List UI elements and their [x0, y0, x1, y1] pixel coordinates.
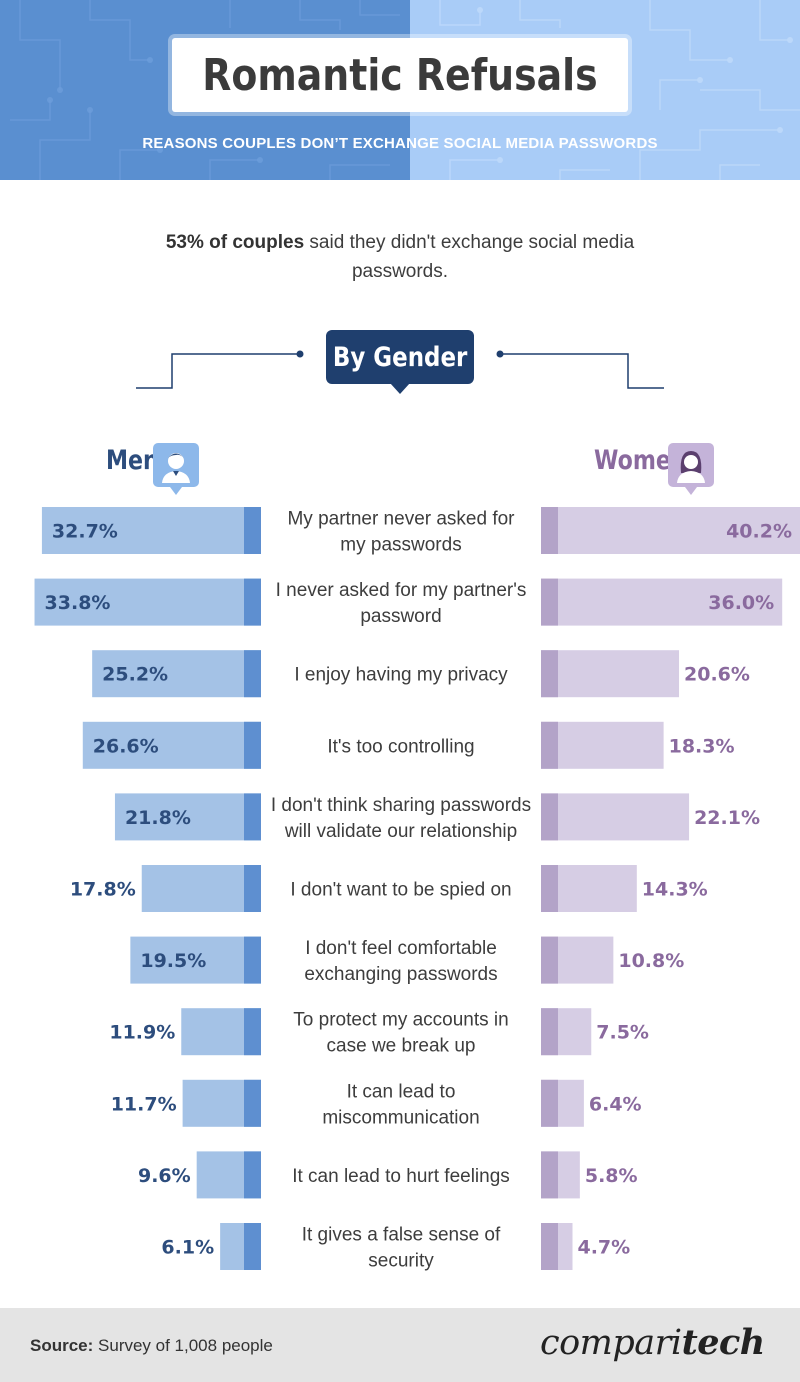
page-subtitle: REASONS COUPLES DON’T EXCHANGE SOCIAL ME… [142, 135, 658, 152]
category-label: I never asked for my partner's [276, 580, 527, 601]
women-bar-edge [541, 865, 558, 912]
men-value-label: 19.5% [140, 950, 206, 972]
women-bar [541, 578, 783, 626]
women-bar-edge [541, 650, 558, 698]
category-label: To protect my accounts in [293, 1010, 508, 1031]
men-value-label: 21.8% [125, 807, 191, 829]
men-bar-edge [244, 1008, 261, 1056]
men-bar-edge [244, 578, 261, 626]
women-value-label: 6.4% [589, 1093, 642, 1115]
section-label: By Gender [332, 341, 468, 373]
men-bar-edge [244, 1151, 261, 1199]
women-bar-edge [541, 1151, 558, 1199]
women-bar-edge [541, 1008, 558, 1056]
men-bar-edge [244, 721, 261, 769]
men-bar-edge [244, 507, 261, 554]
category-label: My partner never asked for [287, 509, 515, 530]
source-note: Source: Survey of 1,008 people [30, 1336, 273, 1356]
category-label: my passwords [340, 535, 461, 556]
brand-logo: comparitech [540, 1322, 765, 1363]
women-value-label: 36.0% [708, 592, 774, 614]
women-value-label: 7.5% [596, 1022, 649, 1044]
women-bar [541, 507, 800, 554]
diverging-bar-chart: 32.7% 40.2% My partner never asked for my p… [34, 507, 800, 1272]
source-label: Source: [30, 1336, 94, 1355]
men-bar-edge [244, 1079, 261, 1127]
women-value-label: 14.3% [642, 879, 708, 901]
women-bar [541, 650, 680, 698]
women-bar-edge [541, 936, 558, 984]
women-bar-edge [541, 1223, 558, 1270]
women-bar-edge [541, 1079, 558, 1127]
category-label: will validate our relationship [284, 821, 517, 842]
footer-bar [0, 1308, 800, 1382]
men-value-label: 9.6% [138, 1165, 191, 1187]
men-bar-edge [244, 865, 261, 912]
category-label: It can lead to [347, 1081, 456, 1102]
women-value-label: 5.8% [585, 1165, 638, 1187]
male-user-icon [153, 443, 199, 495]
intro-highlight: 53% of couples [165, 232, 305, 253]
women-value-label: 18.3% [669, 735, 735, 757]
women-bar-edge [541, 507, 558, 554]
intro-text: said they didn't exchange social media p… [304, 232, 635, 282]
men-bar-edge [244, 1223, 261, 1270]
category-label: I enjoy having my privacy [294, 665, 508, 686]
men-value-label: 32.7% [52, 521, 118, 543]
men-value-label: 11.7% [111, 1093, 177, 1115]
page-title: Romantic Refusals [202, 49, 598, 101]
women-bar-edge [541, 721, 558, 769]
connector-lines [136, 350, 664, 389]
category-label: It's too controlling [327, 736, 474, 757]
legend-men: Men [106, 445, 159, 476]
men-bar [92, 650, 261, 698]
circuit-pattern [10, 0, 800, 180]
category-label: miscommunication [322, 1107, 479, 1128]
women-value-label: 20.6% [684, 664, 750, 686]
category-label: case we break up [327, 1036, 476, 1057]
section-badge: By Gender [326, 330, 474, 394]
men-bar [114, 793, 261, 841]
men-value-label: 6.1% [161, 1237, 214, 1259]
women-value-label: 10.8% [618, 950, 684, 972]
men-value-label: 25.2% [102, 664, 168, 686]
men-value-label: 17.8% [70, 879, 136, 901]
women-bar [541, 793, 690, 841]
intro-statement: 53% of couples said they didn't exchange… [150, 228, 650, 286]
men-bar [82, 721, 261, 769]
category-label: It gives a false sense of [302, 1225, 501, 1246]
men-bar [34, 578, 261, 626]
category-label: exchanging passwords [304, 964, 497, 985]
source-text: Survey of 1,008 people [93, 1336, 273, 1355]
men-bar [141, 865, 261, 912]
men-bar-edge [244, 936, 261, 984]
men-value-label: 11.9% [109, 1022, 175, 1044]
men-bar [41, 507, 261, 554]
category-label: It can lead to hurt feelings [292, 1166, 510, 1187]
women-bar [541, 721, 664, 769]
men-value-label: 26.6% [93, 735, 159, 757]
female-user-icon [668, 443, 714, 495]
men-value-label: 33.8% [45, 592, 111, 614]
men-bar [130, 936, 261, 984]
category-label: password [360, 606, 441, 627]
category-label: I don't want to be spied on [290, 880, 511, 901]
category-label: security [368, 1251, 434, 1272]
men-bar-edge [244, 650, 261, 698]
women-value-label: 4.7% [577, 1237, 630, 1259]
women-bar-edge [541, 793, 558, 841]
category-label: I don't feel comfortable [305, 938, 497, 959]
women-value-label: 22.1% [694, 807, 760, 829]
women-bar-edge [541, 578, 558, 626]
badge-pointer [390, 383, 410, 394]
category-label: I don't think sharing passwords [271, 795, 531, 816]
logo-bold: tech [681, 1322, 766, 1363]
header-banner: Romantic Refusals REASONS COUPLES DON’T … [0, 0, 800, 180]
title-box: Romantic Refusals [172, 38, 628, 112]
logo-regular: compari [540, 1323, 682, 1363]
women-value-label: 40.2% [726, 521, 792, 543]
men-bar-edge [244, 793, 261, 841]
